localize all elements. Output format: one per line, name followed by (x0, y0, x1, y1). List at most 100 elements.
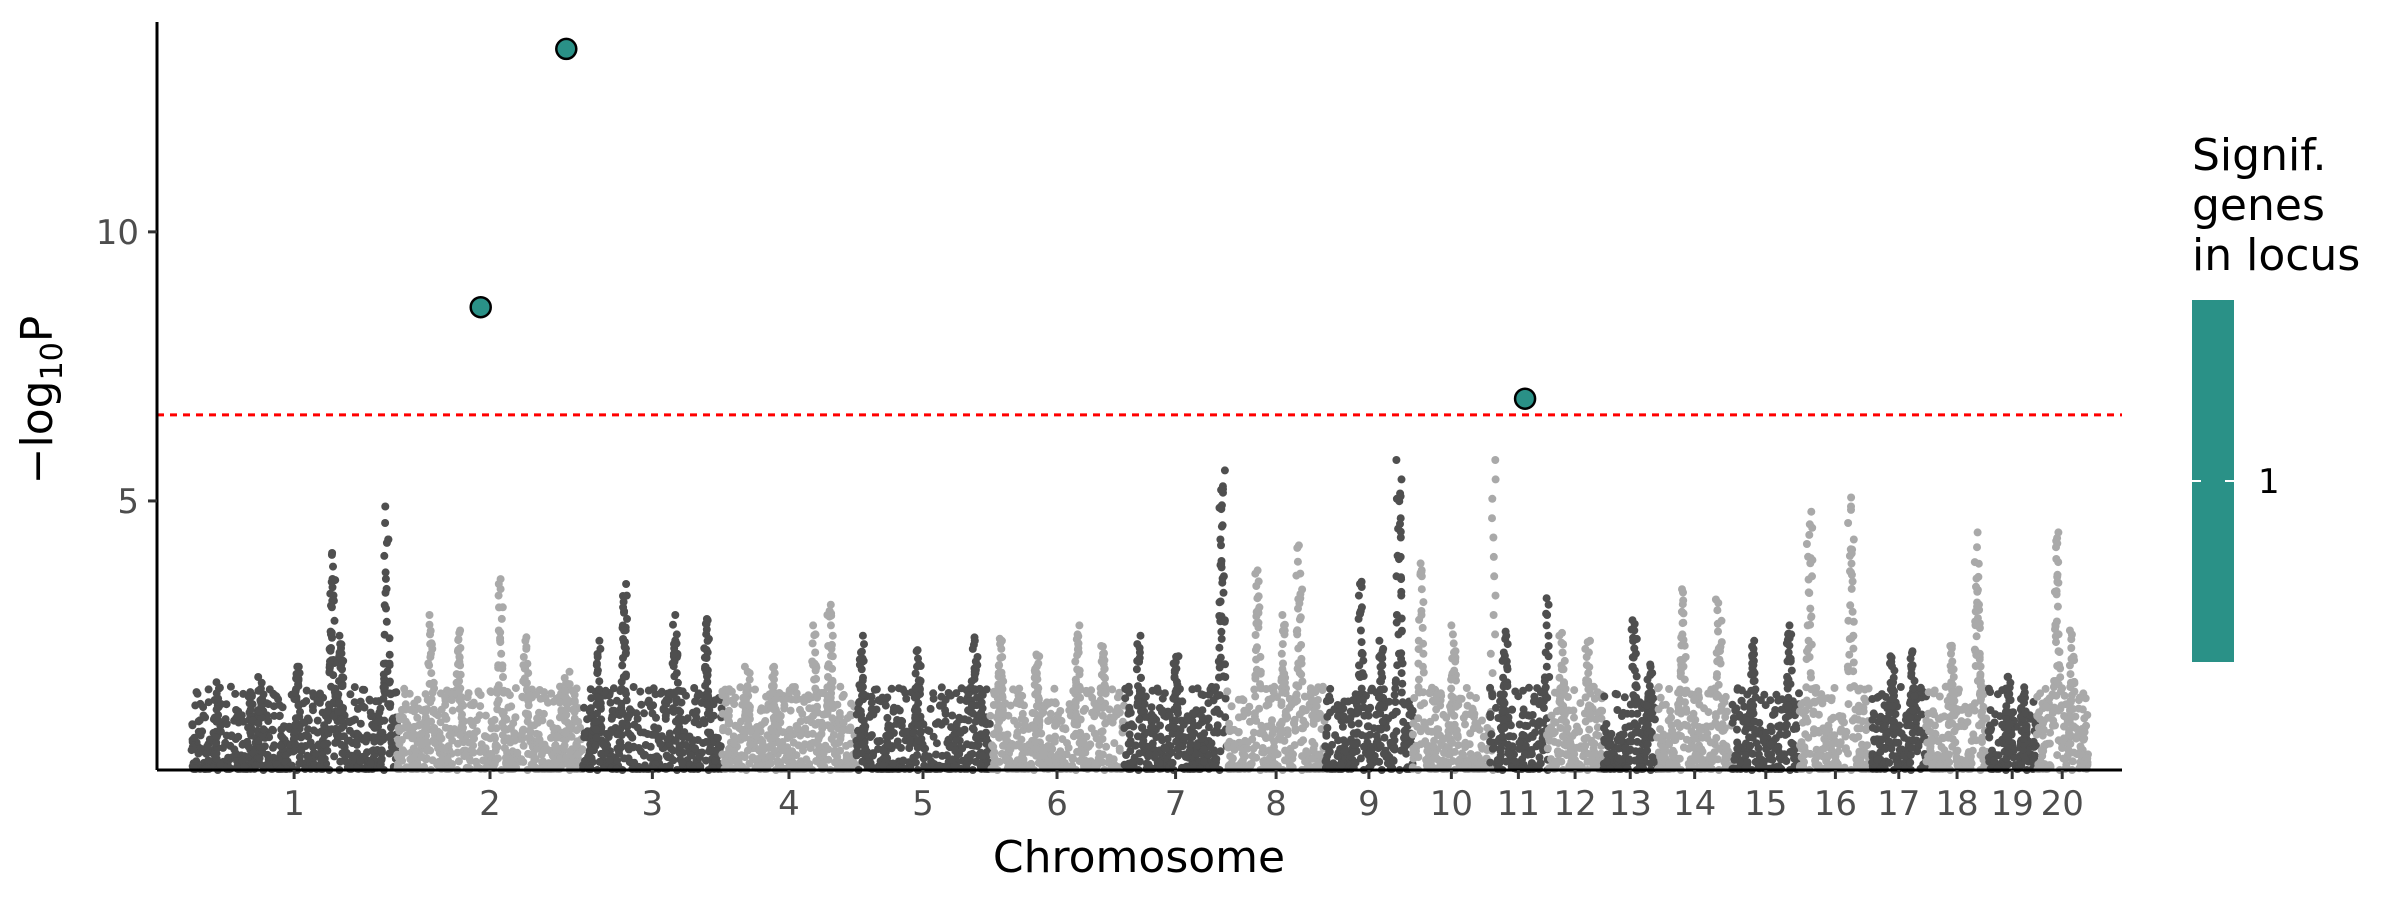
snp-point (425, 620, 434, 629)
snp-point (938, 701, 947, 709)
snp-point (1379, 644, 1388, 653)
snp-point (1499, 690, 1508, 699)
snp-point (222, 720, 231, 728)
snp-point (338, 749, 347, 758)
snp-point (320, 740, 329, 749)
snp-point (738, 700, 747, 709)
snp-point (1380, 733, 1389, 742)
snp-point (1542, 662, 1551, 671)
snp-point (1488, 514, 1496, 523)
snp-point (1125, 730, 1134, 739)
snp-point (1031, 737, 1040, 746)
snp-point (1122, 685, 1131, 694)
snp-point (989, 742, 998, 751)
snp-point (297, 747, 306, 756)
snp-point (670, 688, 679, 697)
snp-point (743, 682, 752, 691)
snp-point (969, 725, 978, 734)
snp-point (1173, 744, 1182, 753)
snp-point (1255, 729, 1264, 738)
snp-point (524, 701, 533, 710)
snp-point (295, 753, 304, 762)
snp-point (1076, 693, 1085, 702)
snp-point (823, 611, 832, 619)
snp-point (381, 574, 390, 583)
snp-point (1252, 655, 1261, 664)
snp-point (387, 723, 395, 732)
snp-point (1379, 685, 1388, 694)
snp-point (618, 661, 627, 670)
snp-point (1134, 682, 1142, 691)
snp-point (591, 741, 600, 750)
snp-point (1030, 723, 1039, 732)
snp-point (1488, 669, 1497, 678)
snp-point (1423, 758, 1432, 767)
snp-point (204, 685, 213, 694)
snp-point (831, 758, 839, 767)
snp-point (970, 685, 979, 694)
snp-point (560, 686, 569, 695)
snp-point (1216, 653, 1225, 662)
snp-point (1030, 709, 1039, 718)
snp-point (259, 725, 268, 734)
snp-point (701, 681, 710, 690)
snp-point (1281, 746, 1290, 755)
snp-point (1280, 620, 1289, 629)
snp-point (1408, 706, 1417, 715)
snp-point (569, 688, 578, 697)
snp-point (593, 669, 602, 678)
snp-point (859, 656, 868, 665)
snp-point (1215, 691, 1224, 700)
snp-point (824, 745, 833, 754)
snp-point (618, 719, 627, 728)
snp-point (395, 712, 404, 721)
snp-point (384, 733, 393, 742)
snp-point (952, 719, 961, 728)
snp-point (385, 650, 394, 659)
snp-point (1033, 687, 1042, 696)
snp-point (204, 698, 213, 707)
snp-point (1251, 631, 1260, 639)
snp-point (1042, 698, 1051, 707)
snp-point (1349, 748, 1358, 757)
snp-point (494, 580, 503, 588)
snp-point (1277, 698, 1286, 707)
snp-point (398, 746, 407, 755)
chromosome-7-points (1120, 466, 1232, 774)
snp-point (1419, 649, 1428, 658)
snp-point (1451, 657, 1460, 666)
snp-point (811, 648, 820, 657)
snp-point (775, 689, 784, 697)
snp-point (916, 728, 925, 737)
snp-point (190, 733, 199, 742)
snp-point (1396, 533, 1405, 542)
snp-point (1034, 758, 1043, 767)
snp-point (751, 685, 759, 694)
snp-point (770, 701, 779, 710)
snp-point (204, 756, 213, 765)
snp-point (586, 704, 595, 713)
snp-point (932, 750, 940, 759)
snp-point (573, 750, 582, 759)
snp-point (998, 685, 1007, 694)
snp-point (745, 675, 754, 684)
snp-point (281, 751, 290, 760)
snp-point (456, 731, 465, 740)
snp-point (278, 733, 287, 742)
snp-point (995, 733, 1004, 742)
snp-point (256, 760, 264, 769)
snp-point (291, 733, 300, 742)
snp-point (246, 728, 255, 737)
snp-point (1333, 701, 1342, 709)
snp-point (741, 714, 750, 723)
snp-point (1294, 682, 1303, 691)
snp-point (770, 720, 779, 729)
snp-point (337, 724, 346, 732)
snp-point (1252, 716, 1261, 725)
chromosome-10-points (1408, 456, 1500, 774)
snp-point (487, 718, 496, 727)
snp-point (295, 669, 304, 678)
snp-point (356, 756, 365, 765)
snp-point (770, 714, 779, 723)
snp-point (1240, 706, 1249, 715)
